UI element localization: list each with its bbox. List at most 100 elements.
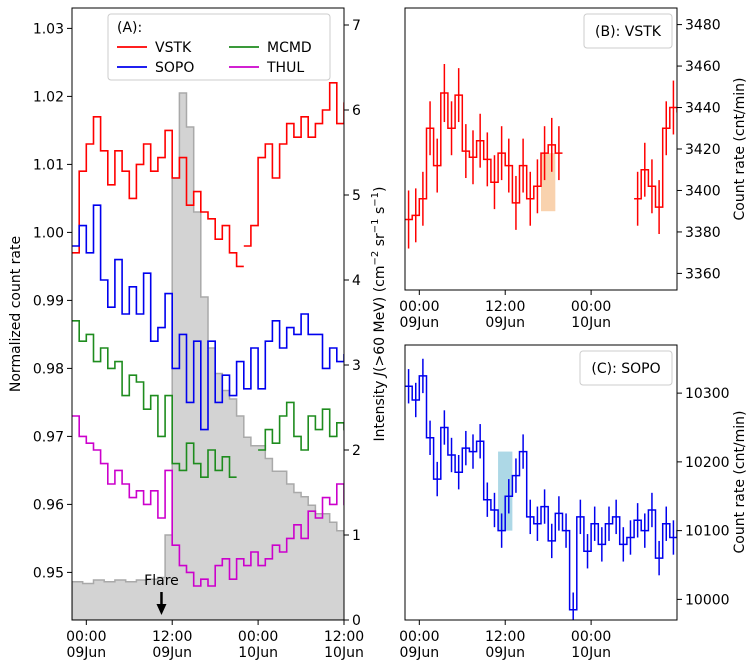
y2-label-part: −2: [370, 251, 381, 266]
y-tick-label: 10100: [685, 524, 730, 540]
y2-axis-label: Intensity J(>60 MeV) (cm−2 sr−1 s−1): [370, 187, 388, 442]
series-line-vstk: [243, 82, 344, 247]
y-axis-right: 0 1 2 3 4 5 6 7: [344, 18, 361, 629]
panel-a-frame: [71, 7, 345, 621]
series-line-vstk: [72, 116, 244, 268]
y-tick-label: 2: [352, 443, 361, 459]
y2-label-part: (>60 MeV) (cm: [372, 266, 388, 372]
panel-label-box: [583, 13, 673, 49]
panel-a: 0.950.960.970.980.991.001.011.021.03 012…: [8, 7, 388, 661]
y2-label-part: ): [372, 187, 388, 192]
series-line-thul: [72, 415, 344, 587]
x-tick-label-time: 12:00: [152, 629, 192, 645]
x-tick-label-time: 00:00: [399, 299, 439, 315]
series-line-mcmd: [258, 401, 344, 451]
y-tick-label: 1.01: [33, 157, 64, 173]
y-axis-right: 10000 10100 10200 10300: [677, 386, 730, 608]
y-tick-label: 0.99: [33, 293, 64, 309]
highlight-rect: [541, 153, 556, 212]
y-tick-label: 1: [352, 528, 361, 544]
x-tick-label-date: 09Jun: [152, 645, 192, 661]
x-tick-label-date: 10Jun: [238, 645, 278, 661]
y-tick-label: 3460: [685, 59, 721, 75]
y-tick-label: 1.03: [33, 21, 64, 37]
highlight-region: [541, 153, 556, 212]
x-tick-label-date: 10Jun: [571, 645, 611, 661]
series-lines: [405, 358, 677, 620]
x-tick-label-time: 00:00: [66, 629, 106, 645]
y-tick-label: 7: [352, 18, 361, 34]
y-tick-label: 10300: [685, 386, 730, 402]
legend-label-mcmd: MCMD: [267, 40, 312, 56]
x-tick-label-date: 09Jun: [399, 645, 439, 661]
y-tick-label: 3: [352, 358, 361, 374]
panel-label: (B): VSTK: [595, 24, 662, 40]
y-axis-left: 0.95 0.96 0.97 0.98 0.99 1.00 1.01 1.02 1.03: [33, 21, 72, 581]
y2-label-part: J: [372, 372, 388, 379]
x-tick-label-time: 12:00: [485, 299, 525, 315]
y-axis-label: Count rate (cnt/min): [732, 77, 748, 220]
x-tick-label-time: 00:00: [571, 299, 611, 315]
series-lines: [72, 82, 344, 587]
y-tick-label: 0.96: [33, 497, 64, 513]
legend-box: [107, 13, 331, 81]
y-tick-label: 3360: [685, 266, 721, 282]
legend: (A): VSTK MCMD SOPO THUL: [107, 13, 331, 81]
x-tick-label-time: 12:00: [324, 629, 364, 645]
flare-label: Flare: [144, 573, 179, 589]
y-tick-label: 0.98: [33, 361, 64, 377]
panel-label: (C): SOPO: [591, 361, 660, 377]
y2-label-part: Intensity: [372, 376, 388, 441]
y2-label-part: sr: [372, 233, 388, 251]
y-tick-label: 10200: [685, 455, 730, 471]
y-tick-label: 10000: [685, 592, 730, 608]
y-axis-right: 3360 3380 3400 3420 3440 3460 3480: [677, 18, 721, 282]
y2-label-part: −1: [370, 192, 381, 207]
y-tick-label: 3400: [685, 183, 721, 199]
y-tick-label: 3440: [685, 101, 721, 117]
legend-label-sopo: SOPO: [155, 60, 194, 76]
y-tick-label: 3420: [685, 142, 721, 158]
x-tick-label-time: 12:00: [485, 629, 525, 645]
y-tick-label: 6: [352, 103, 361, 119]
panel-label-box: [579, 350, 673, 386]
y-tick-label: 3480: [685, 18, 721, 34]
legend-label-thul: THUL: [266, 60, 304, 76]
flare-arrow-icon: [156, 604, 167, 615]
intensity-step-fill: [72, 92, 344, 620]
y-tick-label: 0.95: [33, 565, 64, 581]
y-tick-label: 0.97: [33, 429, 64, 445]
y-tick-label: 4: [352, 273, 361, 289]
intensity-area: [72, 92, 344, 620]
flare-annotation: Flare: [144, 573, 179, 615]
legend-title: (A):: [117, 20, 142, 36]
x-tick-label-date: 09Jun: [485, 315, 525, 331]
series-line-vstk: [405, 92, 563, 221]
y2-label-part: −1: [370, 219, 381, 234]
x-tick-label-time: 00:00: [238, 629, 278, 645]
x-tick-label-date: 09Jun: [485, 645, 525, 661]
x-tick-label-date: 10Jun: [571, 315, 611, 331]
x-tick-label-date: 09Jun: [66, 645, 106, 661]
y-tick-label: 1.00: [33, 225, 64, 241]
x-tick-label-date: 09Jun: [399, 315, 439, 331]
series-line-sopo: [72, 204, 344, 431]
y-tick-label: 5: [352, 188, 361, 204]
y-axis-label: Count rate (cnt/min): [732, 410, 748, 553]
y-axis-label: Normalized count rate: [8, 236, 24, 392]
panel-b-frame: [404, 7, 678, 291]
panel-c-frame: [404, 344, 678, 621]
x-tick-label-time: 00:00: [399, 629, 439, 645]
x-tick-label-time: 00:00: [571, 629, 611, 645]
y-tick-label: 3380: [685, 225, 721, 241]
y2-label-part: s: [372, 207, 388, 219]
series-lines: [405, 63, 677, 249]
y-tick-label: 0: [352, 613, 361, 629]
x-tick-label-date: 10Jun: [324, 645, 364, 661]
